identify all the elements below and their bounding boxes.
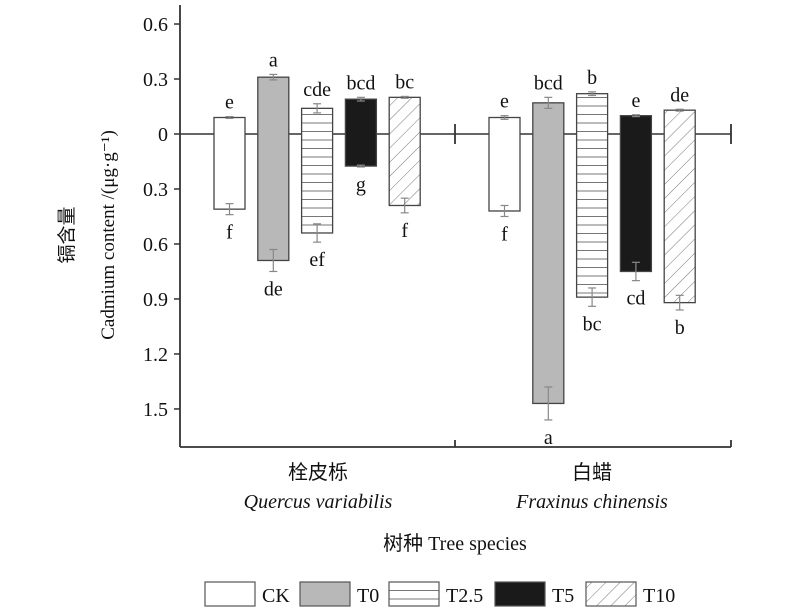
significance-letter-below: cd [626, 288, 645, 310]
y-axis-label: Cadmium content /(μg·g⁻¹) [98, 130, 119, 340]
significance-letter-below: b [675, 317, 685, 339]
bar-T0 [532, 102, 565, 405]
bars [213, 73, 696, 421]
y-tick-label: 1.5 [143, 399, 168, 421]
bar-T5 [619, 115, 653, 273]
bar-T0 [257, 76, 290, 262]
legend-label: T2.5 [446, 585, 483, 607]
significance-letter-below: f [401, 220, 408, 242]
significance-letter-above: e [500, 91, 509, 113]
significance-letter-above: bc [395, 71, 414, 93]
group-label-latin: Quercus variabilis [244, 491, 393, 513]
legend-swatch-T0 [299, 581, 351, 607]
significance-letter-above: de [670, 84, 689, 106]
significance-letter-below: a [544, 427, 553, 449]
legend-swatch-T5 [494, 581, 546, 607]
y-tick-label: 0.3 [143, 179, 168, 201]
legend: CK T0 T2.5 T5 T10 [204, 581, 675, 607]
x-axis-label: 树种 Tree species [383, 532, 527, 555]
significance-letter-above: e [631, 90, 640, 112]
legend-label: T10 [643, 585, 675, 607]
significance-letter-above: b [587, 67, 597, 89]
y-tick-label: 0.3 [143, 69, 168, 91]
legend-swatch-T10 [585, 581, 637, 607]
significance-letter-below: ef [309, 249, 325, 271]
bar-T2-5 [300, 107, 334, 234]
y-tick-label: 0.9 [143, 289, 168, 311]
significance-letter-below: f [226, 222, 233, 244]
y-axis-label-cn: 镉含量 [56, 206, 78, 263]
bar-T10 [663, 109, 696, 304]
significance-letter-above: bcd [534, 72, 563, 94]
significance-letter-above: bcd [346, 72, 375, 94]
significance-letter-below: bc [583, 313, 602, 335]
bar-CK [488, 116, 521, 212]
bar-CK [213, 116, 246, 210]
group-label-latin: Fraxinus chinensis [515, 491, 668, 513]
significance-letter-above: cde [303, 79, 331, 101]
significance-letter-below: f [501, 223, 508, 245]
legend-swatch-T2-5 [388, 581, 440, 607]
legend-label: CK [262, 585, 290, 607]
group-label-cn: 白蜡 [572, 461, 612, 484]
bar-T5 [344, 98, 378, 167]
bar-T10 [388, 96, 421, 207]
y-tick-label: 0.6 [143, 234, 168, 256]
significance-letter-above: a [269, 49, 278, 71]
legend-label: T0 [357, 585, 379, 607]
y-tick-label: 0.6 [143, 14, 168, 36]
y-tick-label: 0 [158, 124, 168, 146]
y-tick-label: 1.2 [143, 344, 168, 366]
group-label-cn: 栓皮栎 [288, 461, 348, 484]
significance-letter-below: g [356, 174, 366, 196]
legend-swatch-CK [204, 581, 256, 607]
significance-letter-below: de [264, 278, 283, 300]
legend-label: T5 [552, 585, 574, 607]
bar-T2-5 [575, 93, 609, 298]
significance-letter-above: e [225, 92, 234, 114]
